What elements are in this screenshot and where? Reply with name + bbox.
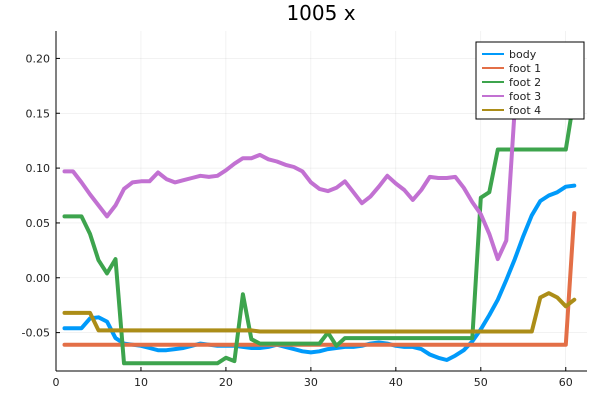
legend-label: foot 2 xyxy=(509,76,541,89)
x-tick-label: 60 xyxy=(559,376,573,389)
x-tick-label: 20 xyxy=(219,376,233,389)
x-tick-label: 10 xyxy=(134,376,148,389)
x-tick-label: 50 xyxy=(474,376,488,389)
y-tick-label: 0.15 xyxy=(26,107,51,120)
series-line-foot-3 xyxy=(62,42,577,262)
series-line-foot-4 xyxy=(62,291,577,334)
legend-label: body xyxy=(509,48,537,61)
y-tick-label: 0.20 xyxy=(26,52,51,65)
legend-label: foot 4 xyxy=(509,104,541,117)
legend-label: foot 3 xyxy=(509,90,541,103)
y-tick-label: 0.10 xyxy=(26,162,51,175)
chart-title: 1005 x xyxy=(286,1,355,25)
y-tick-label: 0.05 xyxy=(26,217,51,230)
x-tick-label: 0 xyxy=(53,376,60,389)
series-group xyxy=(62,42,577,366)
y-tick-label: -0.05 xyxy=(22,327,50,340)
y-tick-label: 0.00 xyxy=(26,272,51,285)
series-line-foot-2 xyxy=(62,94,577,366)
axes: 0 10 20 30 40 50 60 -0.05 0.00 0.05 0.10 0.15 0.20 xyxy=(22,31,587,389)
x-tick-label: 40 xyxy=(389,376,403,389)
series-line-body xyxy=(62,183,577,362)
legend-label: foot 1 xyxy=(509,62,541,75)
x-tick-label: 30 xyxy=(304,376,318,389)
